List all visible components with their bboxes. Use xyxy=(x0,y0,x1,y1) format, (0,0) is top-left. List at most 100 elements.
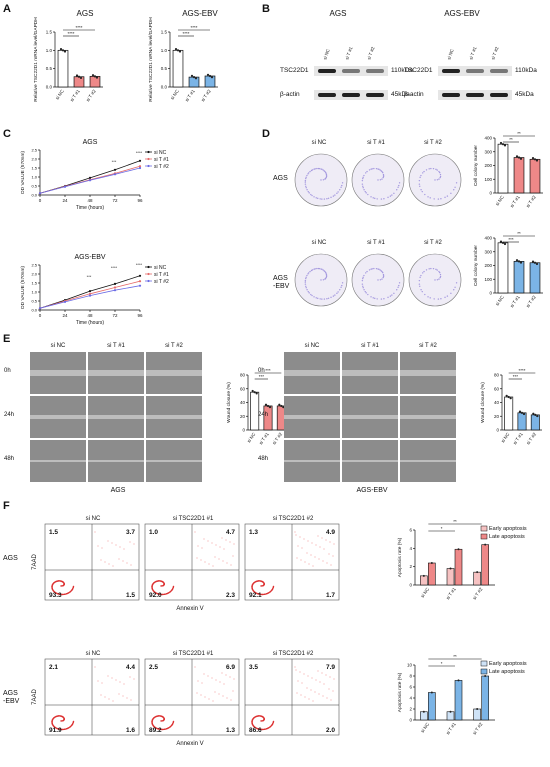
flow-event xyxy=(155,580,157,583)
flow-event xyxy=(163,582,165,585)
x-tick-label: si NC xyxy=(246,431,257,443)
blot-title: AGS-EBV xyxy=(444,9,480,18)
colony-dot xyxy=(439,275,442,278)
flow-event xyxy=(122,695,124,697)
data-point xyxy=(515,155,519,158)
colony-dot xyxy=(439,176,441,179)
data-point xyxy=(61,49,65,52)
colony-dot xyxy=(371,168,373,170)
legend-label: si NC xyxy=(154,265,167,271)
colony-dot xyxy=(305,186,307,189)
flow-event xyxy=(72,586,75,588)
x-tick-label: si T #2 xyxy=(85,88,97,102)
flow-event xyxy=(312,565,314,567)
flow-event xyxy=(306,552,308,554)
flow-event xyxy=(164,728,166,730)
flow-event xyxy=(64,728,66,730)
flow-event xyxy=(269,590,272,593)
quad-ll: 91.9 xyxy=(49,727,62,734)
legend-label: si T #2 xyxy=(154,164,169,170)
y-tick-label: 20 xyxy=(494,414,500,419)
y-tick-label: 80 xyxy=(494,373,500,378)
series-line xyxy=(39,285,141,309)
flow-event xyxy=(229,676,231,678)
legend-swatch xyxy=(480,668,488,675)
colony-dot xyxy=(396,289,398,291)
quad-lr: 1.5 xyxy=(126,592,135,599)
flow-event xyxy=(167,592,170,594)
y-tick-label: 4 xyxy=(409,546,412,551)
colony-dot xyxy=(361,179,364,182)
flow-event xyxy=(323,548,325,550)
y-tick-label: 0.5 xyxy=(31,184,37,189)
flow-event xyxy=(204,561,206,563)
x-tick-label: 0 xyxy=(39,198,42,203)
series-point xyxy=(88,294,92,297)
colony-dot xyxy=(435,268,437,271)
flow-event xyxy=(308,563,310,565)
flow-event xyxy=(272,586,275,588)
blot-row-label: TSC22D1 xyxy=(404,67,433,74)
flow-event xyxy=(211,542,213,544)
blot-lane-label: si T #1 xyxy=(468,46,477,61)
colony-dot xyxy=(341,284,343,287)
flow-event xyxy=(307,540,309,542)
flow-event xyxy=(296,557,298,559)
quad-ur: 4.4 xyxy=(126,664,135,671)
flow-event xyxy=(100,559,102,561)
data-point xyxy=(519,261,523,264)
flow-event xyxy=(260,585,263,587)
y-tick-label: 400 xyxy=(484,236,492,241)
blot-band xyxy=(490,93,508,97)
data-point xyxy=(519,157,523,160)
blot-band xyxy=(318,69,336,73)
y-tick-label: 1.5 xyxy=(46,30,53,35)
flow-event xyxy=(160,593,162,596)
flow-event xyxy=(303,673,305,675)
data-point xyxy=(282,406,285,409)
colony-dot xyxy=(439,273,442,276)
sig-label: *** xyxy=(112,159,117,164)
wound-gap xyxy=(284,370,340,376)
colony-dot xyxy=(438,171,441,174)
colony-dot xyxy=(373,167,375,170)
colony-dot xyxy=(320,279,322,281)
y-tick-label: 6 xyxy=(409,528,412,533)
data-point xyxy=(503,144,507,147)
colony-dot xyxy=(362,286,364,289)
flow-event xyxy=(307,675,309,677)
colony-dot xyxy=(340,186,342,189)
colony-dot xyxy=(436,269,438,271)
colony-dot xyxy=(455,182,458,184)
flow-event xyxy=(51,722,53,724)
colony-dot xyxy=(380,198,383,200)
flow-event xyxy=(157,580,160,582)
colony-dot xyxy=(396,189,398,191)
colony-dot xyxy=(323,298,326,300)
x-tick-label: 48 xyxy=(87,313,93,318)
colony-dot xyxy=(453,189,455,191)
colony-dot xyxy=(311,269,314,271)
y-tick-label: 1.0 xyxy=(31,175,37,180)
colony-dot xyxy=(322,279,325,281)
flow-event xyxy=(212,565,214,567)
quad-ll: 89.2 xyxy=(149,727,162,734)
flow-event xyxy=(233,678,235,680)
y-tick-label: 1.0 xyxy=(46,48,53,53)
flow-event xyxy=(69,590,72,593)
colony-dot xyxy=(304,179,307,182)
flow-event xyxy=(62,581,64,583)
colony-dot xyxy=(374,297,376,300)
colony-dot xyxy=(419,285,421,288)
flow-event xyxy=(60,728,62,731)
data-point xyxy=(206,73,210,76)
flow-event xyxy=(211,677,213,679)
colony-dot xyxy=(316,167,318,170)
x-tick-label: si NC xyxy=(420,721,431,733)
flow-event xyxy=(152,724,154,727)
flow-event xyxy=(215,679,217,681)
colony-dot xyxy=(391,294,393,296)
colony-dot xyxy=(367,193,369,196)
wound-gap xyxy=(146,370,202,376)
wound-gap xyxy=(342,460,398,462)
